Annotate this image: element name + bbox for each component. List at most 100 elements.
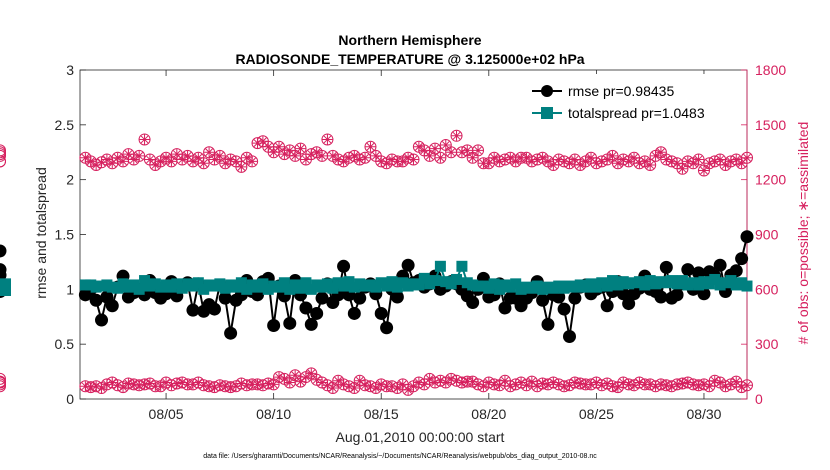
data-point-assimilated-obs xyxy=(548,160,559,171)
y-axis-label: rmse and totalspread xyxy=(33,167,49,299)
data-point-assimilated-obs-lower-group xyxy=(682,377,693,388)
data-point-possible-obs xyxy=(197,157,210,170)
data-point-assimilated-obs-lower-group xyxy=(742,380,752,391)
data-point-assimilated-obs xyxy=(494,156,505,167)
data-point-assimilated-obs-lower-group xyxy=(569,377,580,388)
data-point-assimilated-obs xyxy=(241,152,252,163)
data-point-assimilated-obs xyxy=(392,156,403,167)
data-point-assimilated-obs-lower-group xyxy=(155,381,166,392)
data-point-assimilated-obs-lower-group xyxy=(639,379,650,390)
data-point-assimilated-obs-lower-group xyxy=(327,383,338,394)
x-tick-label: 08/15 xyxy=(364,406,399,422)
data-point-totalspread-pr-1-0483 xyxy=(429,275,441,287)
data-point-assimilated-obs-lower-group xyxy=(424,373,435,384)
data-point-assimilated-obs-lower-group xyxy=(96,383,107,394)
data-point-assimilated-obs-lower-group xyxy=(516,377,527,388)
y-right-tick-label: 900 xyxy=(755,227,779,243)
data-point-assimilated-obs-lower-group xyxy=(564,380,575,391)
data-point-assimilated-obs-lower-group xyxy=(214,380,225,391)
data-point-rmse-pr-0-98435 xyxy=(347,306,361,320)
y-tick-label: 1 xyxy=(66,281,74,297)
data-point-assimilated-obs xyxy=(370,150,381,161)
y-right-tick-label: 0 xyxy=(755,391,763,407)
data-point-assimilated-obs xyxy=(123,149,134,160)
data-point-assimilated-obs xyxy=(575,160,586,171)
data-point-possible-obs xyxy=(138,133,151,146)
data-point-assimilated-obs xyxy=(139,134,150,145)
data-point-possible-obs xyxy=(364,140,377,153)
data-point-rmse-pr-0-98435 xyxy=(207,302,221,316)
data-point-assimilated-obs xyxy=(742,152,752,163)
data-point-assimilated-obs-lower-group xyxy=(650,381,661,392)
data-point-assimilated-obs xyxy=(618,154,629,165)
data-point-rmse-pr-0-98435 xyxy=(692,266,706,280)
data-point-assimilated-obs-lower-group xyxy=(473,379,484,390)
data-point-assimilated-obs xyxy=(537,152,548,163)
x-axis-label: Aug.01,2010 00:00:00 start xyxy=(336,429,505,445)
data-point-rmse-pr-0-98435 xyxy=(218,291,232,305)
data-point-assimilated-obs xyxy=(220,158,231,169)
data-point-rmse-pr-0-98435 xyxy=(622,297,636,311)
data-point-assimilated-obs xyxy=(629,152,640,163)
data-point-rmse-pr-0-98435 xyxy=(562,329,576,343)
data-point-assimilated-obs-lower-group xyxy=(257,380,268,391)
data-point-assimilated-obs xyxy=(661,154,672,165)
data-point-assimilated-obs xyxy=(446,147,457,158)
data-point-assimilated-obs-lower-group xyxy=(295,376,306,387)
data-point-assimilated-obs xyxy=(161,152,172,163)
data-point-assimilated-obs-lower-group xyxy=(128,379,139,390)
data-point-assimilated-obs xyxy=(311,147,322,158)
data-point-assimilated-obs xyxy=(150,160,161,171)
data-point-assimilated-obs xyxy=(112,152,123,163)
data-point-assimilated-obs xyxy=(257,136,268,147)
data-point-rmse-pr-0-98435 xyxy=(299,301,313,315)
data-point-rmse-pr-0-98435 xyxy=(304,317,318,331)
data-point-assimilated-obs xyxy=(91,160,102,171)
data-point-rmse-pr-0-98435 xyxy=(0,244,7,258)
data-point-assimilated-obs xyxy=(413,141,424,152)
data-point-assimilated-obs-lower-group xyxy=(338,379,349,390)
data-point-assimilated-obs xyxy=(247,156,258,167)
data-point-assimilated-obs-lower-group xyxy=(623,379,634,390)
data-point-assimilated-obs xyxy=(424,150,435,161)
data-point-assimilated-obs-lower-group xyxy=(672,379,683,390)
x-tick-label: 08/05 xyxy=(149,406,184,422)
data-point-assimilated-obs xyxy=(462,145,473,156)
data-point-assimilated-obs xyxy=(403,152,414,163)
data-point-assimilated-obs-lower-group xyxy=(107,377,118,388)
data-point-assimilated-obs-lower-group xyxy=(505,381,516,392)
data-point-assimilated-obs-lower-group xyxy=(306,368,317,379)
data-point-assimilated-obs xyxy=(709,156,720,167)
legend-label-totalspread: totalspread pr=1.0483 xyxy=(568,105,705,121)
data-point-assimilated-obs-lower-group xyxy=(451,375,462,386)
data-point-assimilated-obs-lower-group xyxy=(596,380,607,391)
data-point-assimilated-obs xyxy=(397,156,408,167)
data-point-assimilated-obs xyxy=(101,154,112,165)
data-point-rmse-pr-0-98435 xyxy=(735,252,749,266)
data-point-assimilated-obs-lower-group xyxy=(290,370,301,381)
data-point-possible-obs xyxy=(741,151,753,164)
data-point-assimilated-obs-lower-group xyxy=(317,377,328,388)
data-point-assimilated-obs xyxy=(532,154,543,165)
data-point-rmse-pr-0-98435 xyxy=(186,303,200,317)
data-point-rmse-pr-0-98435 xyxy=(670,288,684,302)
data-point-assimilated-obs xyxy=(317,150,328,161)
data-point-assimilated-obs-lower-group xyxy=(381,381,392,392)
data-point-assimilated-obs-lower-group xyxy=(655,379,666,390)
data-point-assimilated-obs-lower-group xyxy=(413,377,424,388)
data-point-rmse-pr-0-98435 xyxy=(380,321,394,335)
data-point-assimilated-obs xyxy=(268,147,279,158)
data-point-assimilated-obs xyxy=(354,154,365,165)
data-point-assimilated-obs-lower-group xyxy=(548,377,559,388)
data-point-assimilated-obs-lower-group xyxy=(230,381,241,392)
data-point-possible-obs-lower-group xyxy=(0,372,6,385)
data-point-assimilated-obs-lower-group xyxy=(376,379,387,390)
data-point-totalspread-pr-1-0483 xyxy=(133,283,145,295)
data-point-assimilated-obs-lower-group xyxy=(693,380,704,391)
data-point-assimilated-obs xyxy=(542,156,553,167)
data-point-rmse-pr-0-98435 xyxy=(337,259,351,273)
data-point-rmse-pr-0-98435 xyxy=(729,264,743,278)
data-point-assimilated-obs-lower-group xyxy=(446,373,457,384)
data-point-possible-obs xyxy=(450,129,463,142)
